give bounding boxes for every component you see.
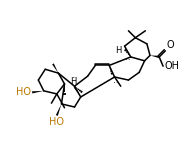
Text: ‥: ‥ [125,53,131,62]
Polygon shape [52,63,58,73]
Polygon shape [32,91,44,93]
Text: OH: OH [165,61,180,71]
Polygon shape [74,86,81,97]
Text: ‥: ‥ [113,76,119,85]
Polygon shape [150,55,159,58]
Text: H: H [115,46,122,55]
Text: HO: HO [49,117,64,127]
Text: Ḧ: Ḧ [71,77,77,86]
Text: HO: HO [16,87,31,97]
Polygon shape [56,104,61,116]
Text: O: O [167,40,175,50]
